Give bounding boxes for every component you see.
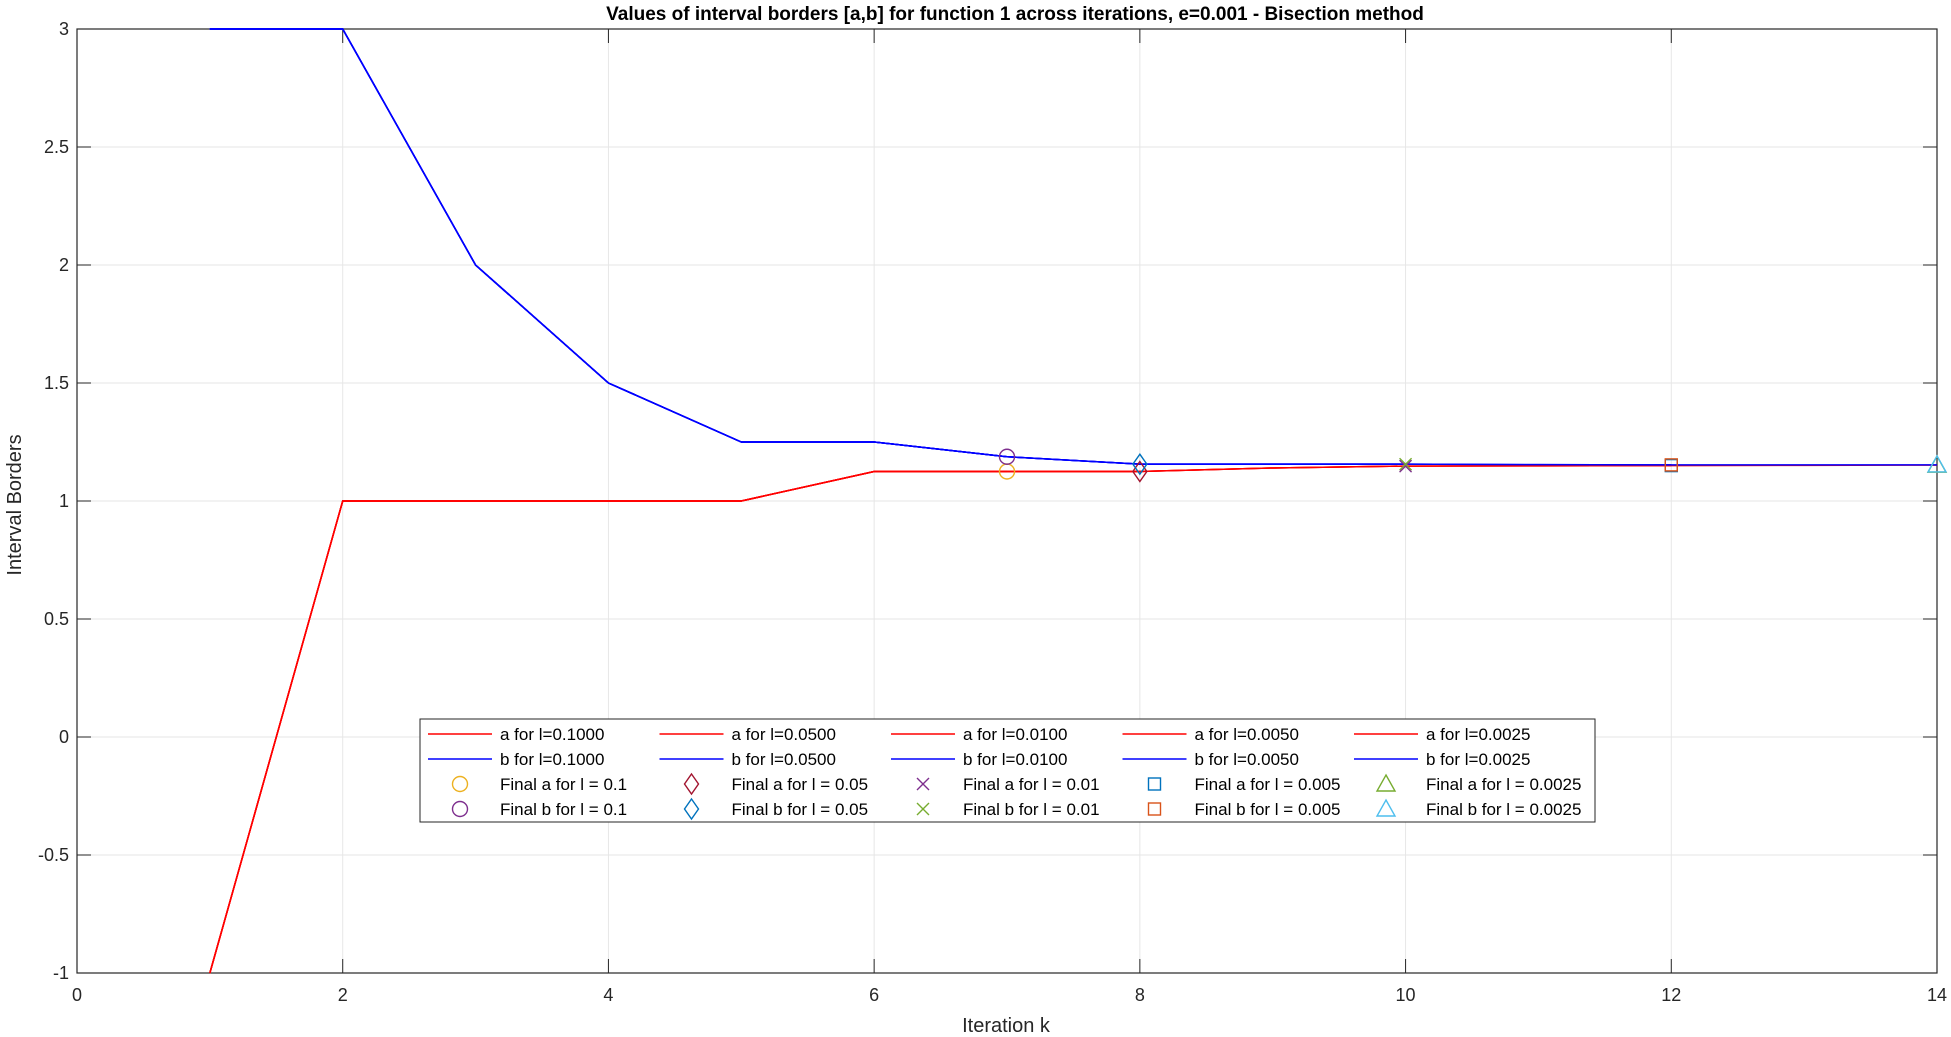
plot-area: 0 2 4 6 8 10 12 14 -1 -0.5 0 0.5 1 1.5 2 2.5 3 (38, 19, 1948, 1005)
legend-label: Final a for l = 0.1 (500, 775, 627, 794)
y-tick-label: 0.5 (44, 609, 69, 629)
legend-label: b for l=0.0025 (1426, 750, 1530, 769)
x-tick-label: 8 (1135, 985, 1145, 1005)
x-tick-label: 10 (1396, 985, 1416, 1005)
chart-title: Values of interval borders [a,b] for fun… (606, 4, 1424, 25)
legend-marker (683, 797, 700, 821)
legend-label: Final a for l = 0.05 (732, 775, 869, 794)
final-marker-4 (1399, 459, 1413, 473)
y-tick-label: 2.5 (44, 137, 69, 157)
legend-label: Final a for l = 0.01 (963, 775, 1100, 794)
series-line-3 (209, 28, 1140, 465)
legend-label: Final b for l = 0.0025 (1426, 800, 1581, 819)
x-tick-label: 4 (603, 985, 613, 1005)
legend-label: Final a for l = 0.005 (1195, 775, 1341, 794)
legend-marker (1147, 777, 1162, 791)
y-tick-label: 2 (59, 255, 69, 275)
legend-label: b for l=0.0100 (963, 750, 1067, 769)
legend-label: a for l=0.0500 (732, 725, 836, 744)
legend-label: a for l=0.0100 (963, 725, 1067, 744)
legend-label: a for l=0.0025 (1426, 725, 1530, 744)
x-tick-label: 14 (1927, 985, 1947, 1005)
x-tick-label: 12 (1661, 985, 1681, 1005)
final-marker-5 (1399, 457, 1413, 471)
y-tick-label: 3 (59, 19, 69, 39)
x-tick-label: 2 (338, 985, 348, 1005)
legend-marker (451, 800, 469, 818)
series-line-8 (209, 464, 1938, 974)
series-line-7 (209, 28, 1406, 465)
legend-label: Final b for l = 0.01 (963, 800, 1100, 819)
final-marker-3 (1132, 452, 1148, 476)
legend-marker (683, 772, 700, 796)
series-line-5 (209, 28, 1672, 466)
legend-label: a for l=0.1000 (500, 725, 604, 744)
legend-marker (451, 775, 469, 793)
y-tick-label: 1 (59, 491, 69, 511)
final-marker-7 (1664, 458, 1678, 472)
legend-label: b for l=0.0050 (1195, 750, 1299, 769)
legend-marker (916, 777, 930, 791)
x-axis-label: Iteration k (962, 1015, 1051, 1037)
legend-box (419, 718, 1596, 823)
legend-marker (1375, 798, 1397, 817)
final-marker-9 (1926, 454, 1948, 473)
legend-marker (1147, 802, 1162, 816)
series-line-9 (209, 28, 1937, 466)
y-tick-label: -0.5 (38, 845, 69, 865)
legend-label: Final b for l = 0.005 (1195, 800, 1341, 819)
legend-label: Final a for l = 0.0025 (1426, 775, 1581, 794)
y-tick-label: 1.5 (44, 373, 69, 393)
legend-label: b for l=0.0500 (732, 750, 836, 769)
x-tick-label: 6 (869, 985, 879, 1005)
legend-label: Final b for l = 0.1 (500, 800, 627, 819)
legend: a for l=0.1000 b for l=0.1000 Final a for … (419, 718, 1596, 823)
y-tick-label: -1 (53, 963, 69, 983)
legend-label: b for l=0.1000 (500, 750, 604, 769)
legend-marker (916, 802, 930, 816)
y-axis-label: Interval Borders (4, 434, 26, 575)
final-marker-1 (998, 448, 1016, 465)
legend-marker (1375, 773, 1397, 792)
legend-label: a for l=0.0050 (1195, 725, 1299, 744)
y-tick-label: 0 (59, 727, 69, 747)
x-tick-label: 0 (72, 985, 82, 1005)
legend-label: Final b for l = 0.05 (732, 800, 869, 819)
